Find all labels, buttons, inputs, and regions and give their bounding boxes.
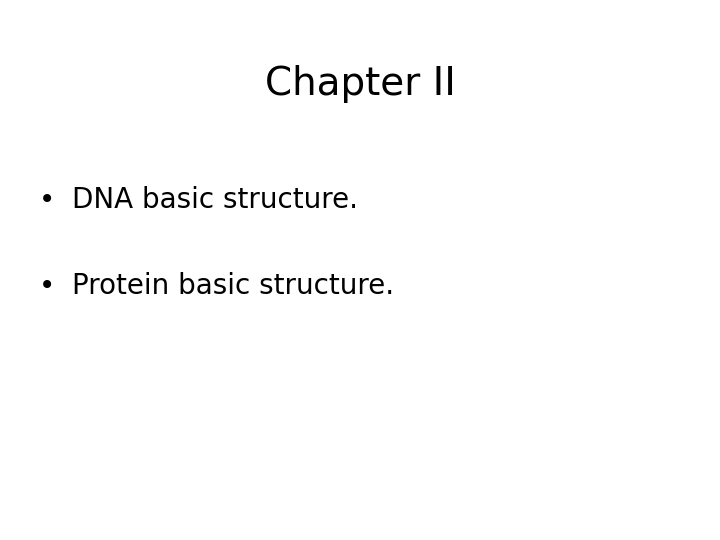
Text: •: • <box>39 186 55 214</box>
Text: DNA basic structure.: DNA basic structure. <box>72 186 358 214</box>
Text: Protein basic structure.: Protein basic structure. <box>72 272 394 300</box>
Text: •: • <box>39 272 55 300</box>
Text: Chapter II: Chapter II <box>264 65 456 103</box>
